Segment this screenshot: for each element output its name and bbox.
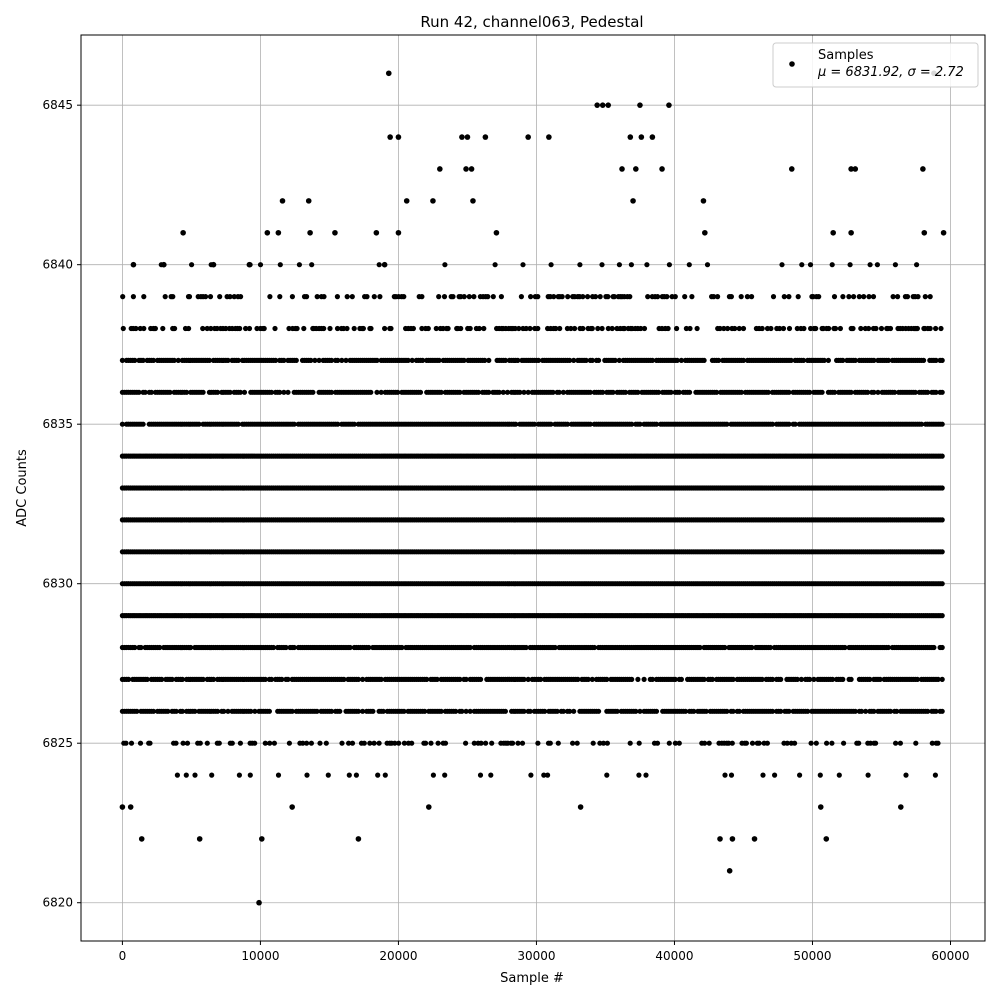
outlier-point <box>940 229 947 236</box>
outlier-point <box>430 198 436 204</box>
outlier-point <box>482 134 489 140</box>
outlier-point <box>659 166 665 172</box>
outlier-point <box>138 836 145 842</box>
outlier-point <box>493 229 500 236</box>
y-axis-label: ADC Counts <box>15 449 30 527</box>
outlier-point <box>717 836 723 842</box>
outlier-point <box>468 166 475 172</box>
y-tick-label: 6845 <box>42 98 73 112</box>
x-tick-label: 40000 <box>655 949 693 963</box>
chart-title: Run 42, channel063, Pedestal <box>420 13 643 31</box>
outlier-point <box>395 134 402 140</box>
outlier-point <box>630 198 636 204</box>
outlier-point <box>702 229 708 236</box>
outlier-point <box>470 198 476 204</box>
outlier-point <box>848 166 854 172</box>
outlier-point <box>307 229 313 236</box>
outlier-point <box>627 134 634 140</box>
y-tick-label: 6825 <box>42 736 73 750</box>
outlier-point <box>525 134 531 140</box>
x-tick-label: 60000 <box>931 949 969 963</box>
legend-label: Samples <box>818 48 874 63</box>
outlier-point <box>264 229 271 236</box>
legend-stats: μ = 6831.92, σ = 2.72 <box>817 65 964 80</box>
y-tick-label: 6830 <box>42 577 73 591</box>
legend-box <box>772 42 979 88</box>
outlier-point <box>387 134 393 140</box>
outlier-point <box>180 229 186 236</box>
x-tick-label: 0 <box>119 949 127 963</box>
outlier-point <box>425 804 432 810</box>
axis-ticks: 0 10000 20000 30000 40000 50000 60000 6820 6825 6… <box>42 98 969 963</box>
x-tick-label: 10000 <box>241 949 279 963</box>
outlier-point <box>210 261 217 268</box>
outlier-point <box>196 836 203 842</box>
outlier-point <box>161 261 167 268</box>
outlier-point <box>332 229 338 236</box>
outlier-point <box>546 134 552 140</box>
outlier-point <box>638 134 645 140</box>
x-tick-label: 20000 <box>379 949 417 963</box>
outlier-point <box>437 166 443 172</box>
legend-marker <box>789 61 795 67</box>
outlier-point <box>823 836 830 842</box>
outlier-point <box>649 134 656 140</box>
y-tick-label: 6835 <box>42 417 73 431</box>
outlier-point <box>848 229 854 236</box>
outlier-point <box>599 102 606 108</box>
data-points <box>119 70 947 906</box>
outlier-point <box>898 804 904 810</box>
outlier-point <box>830 229 836 236</box>
outlier-point <box>577 804 584 810</box>
outlier-point <box>594 102 600 108</box>
outlier-point <box>751 836 758 842</box>
outlier-point <box>355 836 362 842</box>
x-tick-label: 50000 <box>793 949 831 963</box>
outlier-point <box>619 166 625 172</box>
outlier-point <box>275 229 282 236</box>
outlier-point <box>381 261 388 268</box>
outlier-point <box>305 198 312 204</box>
sample-points <box>119 262 945 778</box>
outlier-point <box>119 804 126 810</box>
outlier-point <box>459 134 465 140</box>
outlier-point <box>637 102 643 108</box>
plot-frame <box>80 34 986 942</box>
outlier-point <box>256 899 262 906</box>
outlier-point <box>605 102 612 108</box>
outlier-point <box>726 868 733 874</box>
x-axis-label: Sample # <box>500 971 564 986</box>
legend: Samples μ = 6831.92, σ = 2.72 <box>772 42 979 88</box>
outlier-point <box>788 166 795 172</box>
outlier-point <box>464 134 471 140</box>
outlier-point <box>385 70 392 77</box>
y-tick-label: 6820 <box>42 896 73 910</box>
outlier-point <box>395 229 402 236</box>
outlier-point <box>920 166 926 172</box>
outlier-point <box>729 836 736 842</box>
outlier-point <box>666 102 672 108</box>
x-tick-label: 30000 <box>517 949 555 963</box>
outlier-point <box>246 261 253 268</box>
outlier-point <box>279 198 286 204</box>
outlier-point <box>259 836 265 842</box>
y-tick-label: 6840 <box>42 258 73 272</box>
outlier-point <box>403 198 410 204</box>
outlier-point <box>373 229 380 236</box>
outlier-point <box>852 166 859 172</box>
outlier-point <box>289 804 295 810</box>
outlier-point <box>127 804 134 810</box>
outlier-point <box>921 229 928 236</box>
outlier-point <box>130 261 137 268</box>
outlier-point <box>463 166 469 172</box>
outlier-point <box>817 804 824 810</box>
outlier-point <box>633 166 639 172</box>
outlier-point <box>700 198 707 204</box>
